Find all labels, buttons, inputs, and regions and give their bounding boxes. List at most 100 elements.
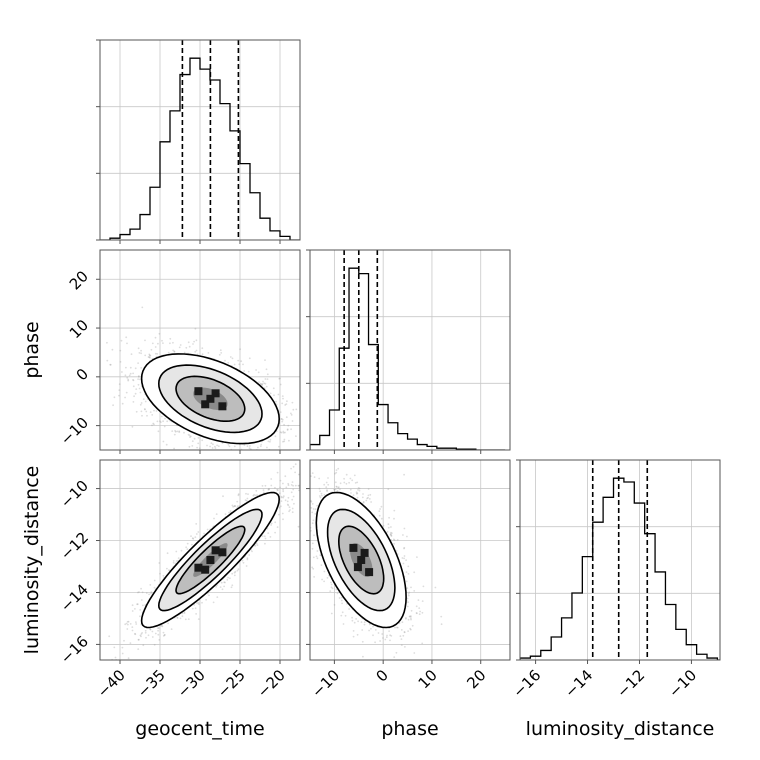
sample-point xyxy=(381,633,384,635)
sample-point xyxy=(137,376,140,378)
sample-point xyxy=(125,336,128,339)
sample-point xyxy=(352,494,355,497)
sample-point xyxy=(134,608,136,610)
sample-point xyxy=(288,472,290,474)
sample-point xyxy=(227,576,230,579)
sample-point xyxy=(266,373,269,376)
sample-point xyxy=(137,362,140,364)
sample-point xyxy=(269,536,272,538)
sample-point xyxy=(140,367,143,369)
sample-point xyxy=(120,339,123,342)
sample-point xyxy=(350,492,352,494)
sample-point xyxy=(303,440,305,442)
sample-point xyxy=(214,447,217,449)
sample-point xyxy=(175,550,178,553)
sample-point xyxy=(279,479,282,482)
scatter-panel-phase-luminosity_distance xyxy=(306,459,511,664)
sample-point xyxy=(337,486,340,488)
sample-point xyxy=(183,612,186,614)
sample-point xyxy=(124,374,127,377)
sample-point xyxy=(266,446,268,449)
sample-point xyxy=(151,424,153,427)
sample-point xyxy=(203,453,205,455)
sample-point xyxy=(165,443,168,446)
sample-point xyxy=(113,396,116,399)
sample-point xyxy=(245,492,247,495)
sample-point xyxy=(171,430,174,432)
sample-point xyxy=(140,410,143,413)
sample-point xyxy=(167,351,170,354)
sample-point xyxy=(355,492,358,495)
sample-point xyxy=(203,532,206,535)
sample-point xyxy=(173,350,176,353)
sample-point xyxy=(330,586,333,589)
sample-point xyxy=(159,572,161,575)
sample-point xyxy=(280,418,283,420)
sample-point xyxy=(239,348,242,351)
sample-point xyxy=(153,643,156,646)
sample-point xyxy=(212,601,215,604)
sample-point xyxy=(150,592,152,595)
sample-point xyxy=(247,370,250,373)
sample-point xyxy=(172,341,174,344)
sample-point xyxy=(351,616,353,619)
sample-point xyxy=(124,396,126,399)
sample-point xyxy=(283,440,286,443)
sample-point xyxy=(245,565,248,567)
sample-point xyxy=(356,481,359,484)
sample-point xyxy=(243,444,246,446)
sample-point xyxy=(282,440,284,443)
sample-point xyxy=(230,586,233,589)
sample-point xyxy=(158,562,161,564)
sample-point xyxy=(229,356,232,358)
sample-point xyxy=(231,572,234,575)
sample-point xyxy=(246,557,249,560)
sample-point xyxy=(292,488,295,491)
sample-point xyxy=(261,535,264,537)
sample-point xyxy=(294,484,297,487)
sample-point xyxy=(362,655,364,658)
sample-point xyxy=(290,467,292,470)
sample-point xyxy=(246,558,249,561)
sample-point xyxy=(118,383,121,386)
sample-point xyxy=(186,548,189,551)
sample-point xyxy=(194,456,196,458)
sample-point xyxy=(256,494,258,496)
sample-point xyxy=(205,598,208,601)
sample-point xyxy=(151,630,154,633)
sample-point xyxy=(255,369,257,371)
sample-point xyxy=(253,493,256,496)
sample-point xyxy=(157,627,160,629)
sample-point xyxy=(297,484,300,487)
sample-point xyxy=(162,574,165,577)
sample-point xyxy=(141,414,143,417)
sample-point xyxy=(121,371,123,373)
sample-point xyxy=(270,522,273,525)
sample-point xyxy=(157,342,159,345)
contour-line xyxy=(175,525,246,595)
sample-point xyxy=(139,391,142,394)
sample-point xyxy=(262,489,265,491)
sample-point xyxy=(194,536,197,538)
density-cell xyxy=(218,548,227,557)
sample-point xyxy=(181,612,184,615)
sample-point xyxy=(291,507,294,510)
sample-point xyxy=(222,451,224,453)
sample-point xyxy=(268,487,270,490)
sample-point xyxy=(140,635,142,638)
contour-line xyxy=(140,491,281,629)
sample-point xyxy=(109,363,112,366)
sample-point xyxy=(201,347,204,350)
sample-point xyxy=(215,585,218,588)
sample-point xyxy=(269,440,271,443)
sample-point xyxy=(338,597,341,599)
sample-point xyxy=(147,634,150,637)
sample-point xyxy=(264,382,267,385)
sample-point xyxy=(106,341,108,344)
sample-point xyxy=(222,495,224,498)
sample-point xyxy=(190,473,192,475)
sample-point xyxy=(335,588,338,591)
sample-point xyxy=(157,629,160,632)
density-core xyxy=(194,546,227,574)
sample-point xyxy=(197,531,200,533)
